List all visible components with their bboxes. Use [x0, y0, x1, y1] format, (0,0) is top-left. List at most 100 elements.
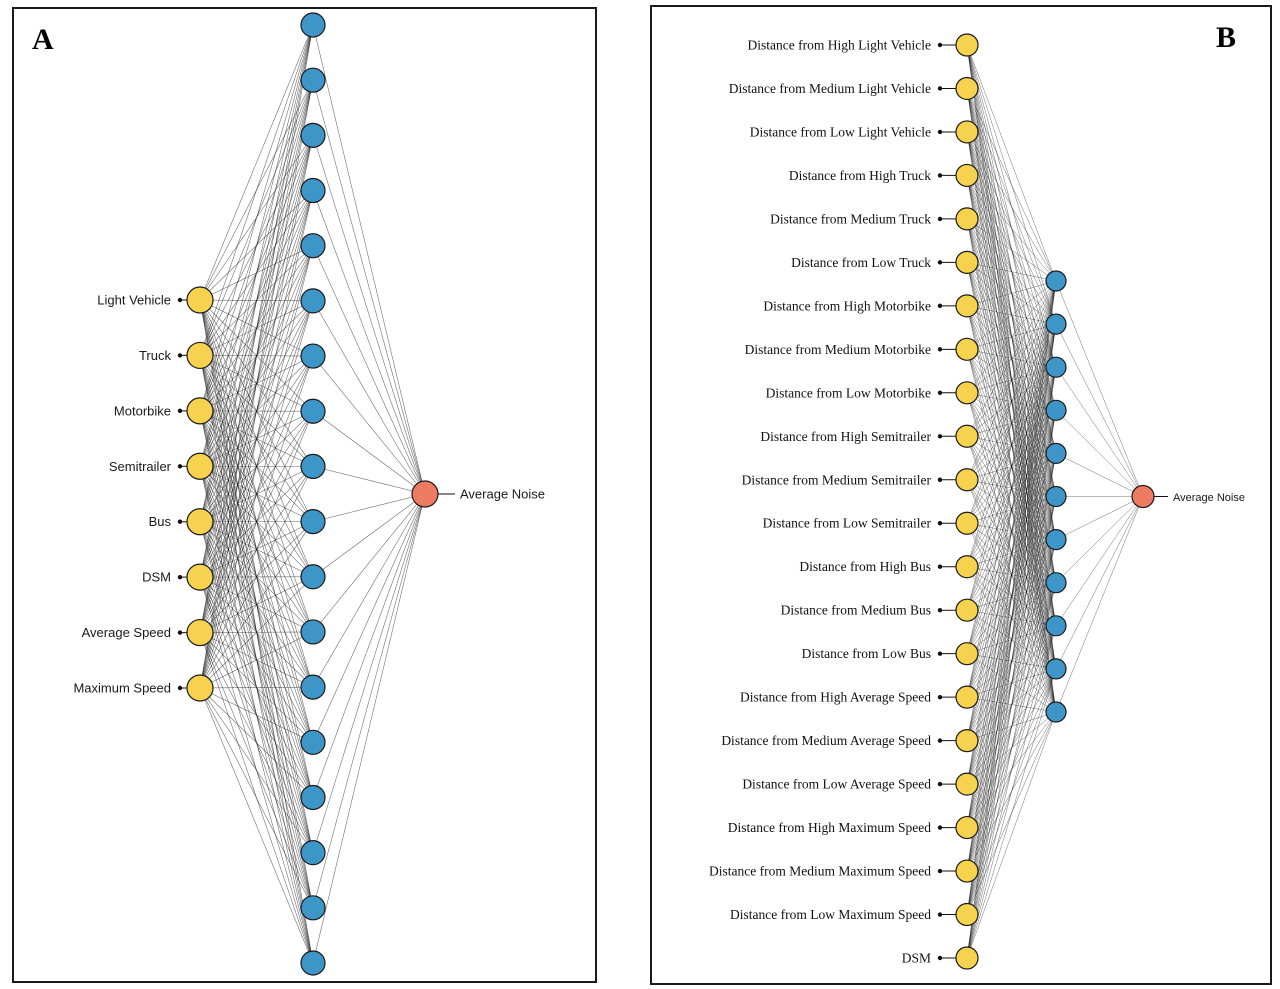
hidden-node — [1045, 528, 1067, 551]
label-dot — [937, 477, 943, 482]
input-label: Distance from Medium Truck — [770, 211, 931, 226]
label-dot — [177, 630, 183, 635]
input-label: Distance from Low Semitrailer — [763, 516, 932, 531]
label-dot — [937, 303, 943, 309]
input-label: Distance from High Semitrailer — [760, 429, 931, 444]
input-label: Semitrailer — [109, 459, 172, 474]
label-dot — [937, 825, 943, 830]
hidden-node — [300, 619, 326, 645]
label-dot — [937, 781, 943, 787]
hidden-node — [300, 508, 326, 535]
input-node — [955, 381, 979, 405]
input-node — [955, 337, 979, 361]
output-label: Average Noise — [460, 487, 545, 502]
input-label: Distance from Medium Light Vehicle — [729, 81, 931, 96]
input-label: Light Vehicle — [97, 293, 171, 308]
hidden-node — [300, 177, 326, 204]
input-label: Distance from Low Bus — [802, 646, 931, 661]
label-dot — [937, 521, 943, 526]
input-node — [955, 772, 979, 796]
input-node — [186, 674, 214, 702]
label-dot — [177, 297, 183, 303]
input-label: Distance from High Motorbike — [763, 298, 931, 313]
hidden-node — [1045, 485, 1067, 508]
input-label: Distance from Low Motorbike — [766, 385, 931, 400]
input-node — [955, 468, 979, 492]
label-dot — [937, 129, 943, 135]
output-node — [1131, 484, 1155, 509]
hidden-node — [1045, 442, 1067, 464]
label-dot — [177, 353, 183, 358]
input-label: Distance from High Average Speed — [740, 690, 931, 705]
input-node — [955, 598, 979, 622]
input-node — [186, 508, 214, 536]
input-node — [186, 286, 214, 314]
hidden-node — [300, 729, 326, 755]
input-label: Distance from High Light Vehicle — [748, 38, 931, 53]
input-label: Distance from Medium Maximum Speed — [709, 864, 931, 879]
hidden-node — [300, 67, 326, 93]
label-dot — [937, 912, 943, 917]
hidden-node — [300, 122, 326, 148]
label-dot — [937, 347, 943, 352]
label-dot — [937, 694, 943, 700]
input-label: Average Speed — [82, 625, 171, 640]
input-node — [955, 120, 979, 144]
input-label: Bus — [149, 514, 172, 529]
hidden-node — [300, 895, 326, 921]
hidden-node — [300, 12, 326, 38]
input-label: Distance from Low Truck — [791, 255, 931, 270]
hidden-node — [1045, 356, 1067, 378]
hidden-node — [300, 343, 326, 369]
label-dot — [937, 868, 943, 874]
label-dot — [177, 574, 183, 580]
label-dot — [937, 434, 943, 439]
label-dot — [177, 519, 183, 524]
label-dot — [937, 651, 943, 656]
network-diagram-b: Distance from High Light Vehicle Distance… — [709, 33, 1245, 970]
label-dot — [937, 390, 943, 396]
input-label: Maximum Speed — [73, 681, 171, 696]
connection-lines — [199, 24, 426, 964]
hidden-node — [300, 784, 326, 811]
input-node — [186, 618, 214, 647]
hidden-node — [300, 840, 326, 866]
input-node — [955, 729, 979, 753]
label-dot — [937, 260, 943, 265]
hidden-node — [300, 398, 326, 424]
input-label: Distance from Medium Bus — [781, 603, 931, 618]
label-dot — [177, 464, 183, 469]
input-label: Motorbike — [114, 403, 171, 418]
network-diagram-a: Light Vehicle Truck Motorbike Semitrailer Bu… — [73, 12, 545, 976]
input-label: Distance from Low Light Vehicle — [750, 124, 931, 139]
input-node — [955, 294, 979, 318]
connection-lines — [966, 44, 1144, 959]
input-node — [955, 902, 979, 927]
input-node — [955, 511, 979, 535]
input-node — [186, 397, 214, 425]
input-label: Distance from Low Average Speed — [742, 777, 931, 792]
label-dot — [937, 564, 943, 569]
hidden-node — [1045, 615, 1067, 637]
input-label: DSM — [142, 570, 171, 585]
input-label: Distance from High Maximum Speed — [728, 820, 931, 835]
input-node — [955, 946, 979, 970]
panel-b-letter: B — [1215, 21, 1236, 54]
hidden-node — [1045, 270, 1067, 292]
hidden-node — [300, 674, 326, 700]
hidden-node — [300, 233, 326, 259]
hidden-node — [1045, 313, 1067, 335]
panel-a: A Light Vehicle Truck Motorbike Semitrailer… — [12, 7, 597, 983]
input-node — [955, 207, 979, 231]
label-dot — [937, 216, 943, 222]
input-node — [955, 76, 979, 101]
input-label: Distance from Medium Motorbike — [745, 342, 931, 357]
input-label: Distance from Low Maximum Speed — [730, 907, 931, 922]
output-label: Average Noise — [1173, 492, 1245, 504]
input-node — [955, 163, 979, 188]
hidden-node — [1045, 399, 1067, 421]
input-label: Distance from High Truck — [789, 168, 931, 183]
panel-a-letter: A — [32, 23, 54, 56]
hidden-node — [300, 453, 326, 480]
